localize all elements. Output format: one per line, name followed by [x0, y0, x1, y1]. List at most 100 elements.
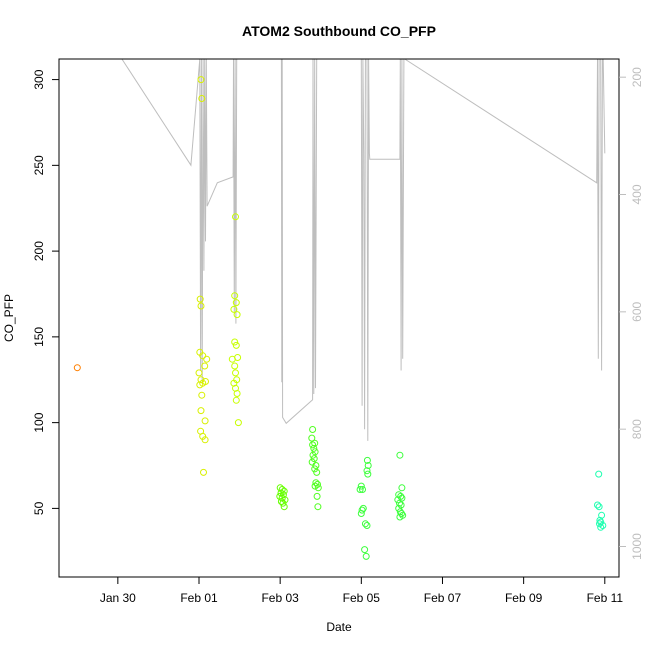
data-point	[308, 434, 316, 442]
plot-frame	[58, 58, 620, 578]
x-tick-label: Feb 09	[505, 591, 543, 605]
data-point	[197, 376, 205, 384]
y2-tick-label: 400	[630, 184, 644, 204]
y-tick-label: 100	[32, 412, 46, 432]
data-point	[232, 341, 240, 349]
data-point	[396, 508, 404, 516]
x-tick-label: Feb 05	[343, 591, 381, 605]
data-point	[311, 448, 319, 456]
data-point	[197, 407, 205, 415]
data-point	[396, 499, 403, 507]
data-point	[363, 467, 371, 475]
y2-tick-label: 1000	[630, 533, 644, 560]
x-tick-label: Feb 01	[180, 591, 218, 605]
data-point	[199, 352, 207, 360]
data-point	[198, 95, 206, 102]
data-point	[396, 513, 404, 521]
data-point	[231, 362, 239, 370]
data-point	[310, 455, 318, 463]
data-point	[200, 468, 207, 476]
data-point	[310, 444, 318, 452]
data-point	[201, 417, 209, 425]
data-point	[361, 546, 369, 554]
data-point	[232, 299, 240, 307]
data-point	[364, 470, 372, 478]
data-point	[361, 520, 369, 528]
data-point	[594, 501, 601, 509]
data-point	[314, 503, 322, 511]
data-point	[398, 510, 405, 517]
data-point	[201, 436, 209, 444]
data-point	[233, 311, 241, 319]
data-point	[359, 486, 366, 493]
data-point	[595, 470, 603, 478]
data-point	[394, 496, 402, 504]
data-point	[232, 213, 239, 221]
data-point	[279, 499, 287, 507]
data-point	[595, 503, 603, 511]
data-points-layer	[73, 76, 607, 560]
y-tick-label: 50	[32, 501, 46, 515]
data-point	[311, 439, 319, 447]
data-point	[196, 295, 204, 303]
x-axis-label: Date	[326, 620, 352, 634]
y-axis: 50 100 150 200 250 300	[32, 69, 59, 515]
data-point	[234, 419, 242, 427]
data-point	[232, 369, 239, 377]
data-point	[278, 486, 286, 493]
secondary-y-axis: 200 400 600 800 1000	[619, 67, 644, 560]
data-point	[231, 338, 239, 346]
data-point	[364, 462, 372, 469]
data-point	[398, 484, 406, 492]
data-point	[280, 503, 288, 511]
data-point	[203, 355, 211, 363]
data-point	[597, 518, 605, 526]
data-point	[196, 381, 204, 389]
pressure-line-layer	[120, 59, 606, 441]
pressure-series-line	[120, 59, 606, 441]
data-point	[195, 369, 203, 377]
y2-tick-label: 200	[630, 67, 644, 87]
y-tick-label: 250	[32, 155, 46, 175]
data-point	[281, 496, 289, 504]
data-point	[314, 484, 322, 492]
data-point	[356, 486, 364, 493]
y-tick-label: 300	[32, 69, 46, 89]
data-point	[277, 498, 285, 505]
data-point	[597, 523, 605, 531]
chart-title: ATOM2 Southbound CO_PFP	[242, 23, 436, 39]
data-point	[197, 302, 205, 310]
x-tick-label: Jan 30	[100, 591, 136, 605]
data-point	[357, 510, 365, 517]
x-tick-label: Feb 07	[424, 591, 462, 605]
data-point	[313, 468, 321, 476]
data-point	[198, 391, 206, 399]
data-point	[276, 484, 284, 492]
data-point	[363, 456, 371, 464]
data-point	[599, 522, 607, 529]
y2-tick-label: 800	[630, 419, 644, 439]
y-axis-label: CO_PFP	[2, 294, 16, 342]
data-point	[313, 492, 321, 500]
data-point	[362, 552, 370, 560]
data-point	[596, 520, 603, 528]
data-point	[201, 362, 209, 370]
x-tick-label: Feb 11	[587, 591, 624, 605]
y-tick-label: 200	[32, 241, 46, 261]
data-point	[363, 522, 371, 529]
data-point	[357, 482, 365, 490]
y2-tick-label: 600	[630, 301, 644, 321]
data-point	[309, 451, 317, 459]
data-point	[311, 465, 319, 473]
x-axis: Jan 30 Feb 01 Feb 03 Feb 05 Feb 07 Feb 09 Feb …	[100, 577, 624, 605]
data-point	[228, 355, 236, 363]
data-point	[232, 396, 240, 404]
data-point	[233, 390, 241, 397]
data-point	[231, 292, 239, 300]
data-point	[312, 462, 320, 469]
data-point	[73, 364, 81, 372]
data-point	[396, 451, 404, 459]
x-tick-label: Feb 03	[261, 591, 299, 605]
